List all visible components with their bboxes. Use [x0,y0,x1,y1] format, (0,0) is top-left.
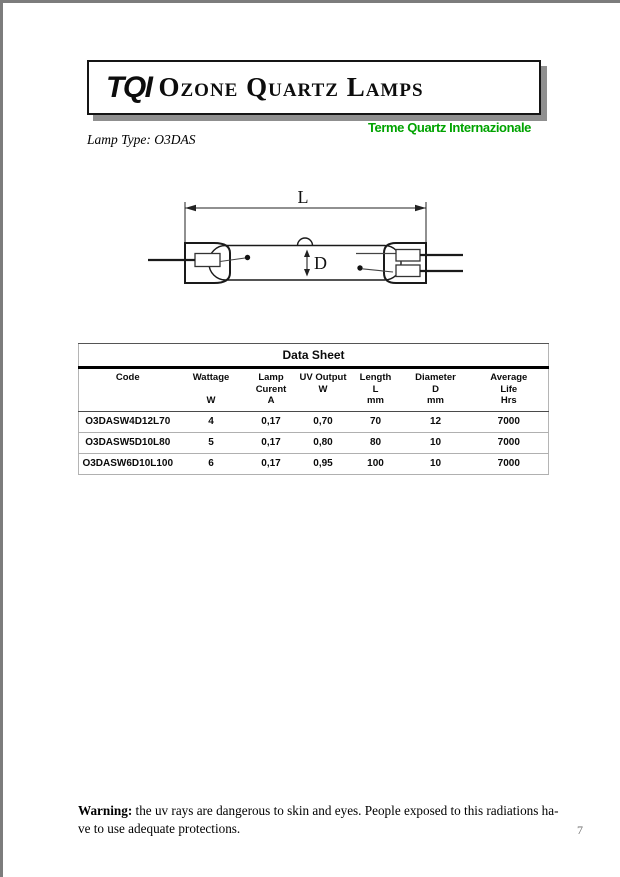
brand-tqi: TQI [106,70,153,104]
cell-uv-output: 0,95 [296,452,350,474]
cell-code: O3DASW4D12L70 [85,416,171,427]
cell-length: 100 [349,452,402,474]
left-cap [184,242,231,284]
cell-length: 80 [349,431,402,453]
right-connector-bottom [395,264,421,278]
right-connector-top [395,248,421,262]
right-electrode-bead [357,265,363,271]
warning-label: Warning: [78,803,133,819]
cell-uv-output: 0,80 [296,431,350,453]
arrowhead-right-icon [415,204,426,212]
arrowhead-left-icon [185,204,196,212]
brand-title: Ozone Quartz Lamps [158,72,424,102]
table-row: O3DASW4D12L70 4 0,17 0,70 70 12 7000 [79,411,549,432]
table-title: Data Sheet [78,343,549,369]
cell-current: 0,17 [245,452,297,474]
lamp-type-label: Lamp Type: O3DAS [87,132,196,147]
lamp-diagram: L D [148,188,463,284]
cell-life: 7000 [469,452,549,474]
diameter-dimension-label: D [314,253,327,273]
page-number: 7 [577,823,583,837]
left-electrode-bead [244,254,251,261]
col-header-average-life: Average Life Hrs [469,367,549,412]
cell-wattage: 4 [208,416,214,427]
col-header-uv-output: UV Output W [296,367,350,412]
warning-text: Warning: the uv rays are dangerous to sk… [78,803,559,836]
cell-wattage: 6 [176,452,246,474]
length-dimension-label: L [298,188,309,207]
col-header-wattage: Wattage W [176,367,246,412]
cell-current: 0,17 [245,431,297,453]
col-header-length: Length L mm [349,367,402,412]
data-sheet-table: Data Sheet Code Wattage W Lamp Curent A … [78,343,550,475]
cell-diameter: 10 [401,452,470,474]
cell-life: 7000 [497,416,520,427]
arrowhead-down-icon [304,269,310,277]
col-header-code: Code [78,367,177,412]
cell-diameter: 10 [401,431,470,453]
cell-wattage: 5 [176,431,246,453]
lamp-tube [208,244,402,281]
table-row: O3DASW5D10L80 5 0,17 0,80 80 10 7000 [78,431,549,453]
cell-code: O3DASW6D10L100 [78,452,177,474]
cell-uv-output: 0,70 [313,416,333,427]
left-connector [194,252,221,268]
col-header-diameter: Diameter D mm [401,367,470,412]
cell-diameter: 12 [429,416,442,427]
cell-code: O3DASW5D10L80 [78,431,177,453]
company-tagline: Terme Quartz Internazionale [367,120,531,135]
table-row: O3DASW6D10L100 6 0,17 0,95 100 10 7000 [78,452,549,474]
arrowhead-up-icon [304,249,310,257]
right-cap [383,242,427,284]
col-header-lamp-current: Lamp Curent A [245,367,297,412]
cell-life: 7000 [469,431,549,453]
cell-length: 70 [369,416,382,427]
tip-off-bump [296,237,314,246]
cell-current: 0,17 [261,416,281,427]
logo-box: TQI Ozone Quartz Lamps [87,60,541,115]
